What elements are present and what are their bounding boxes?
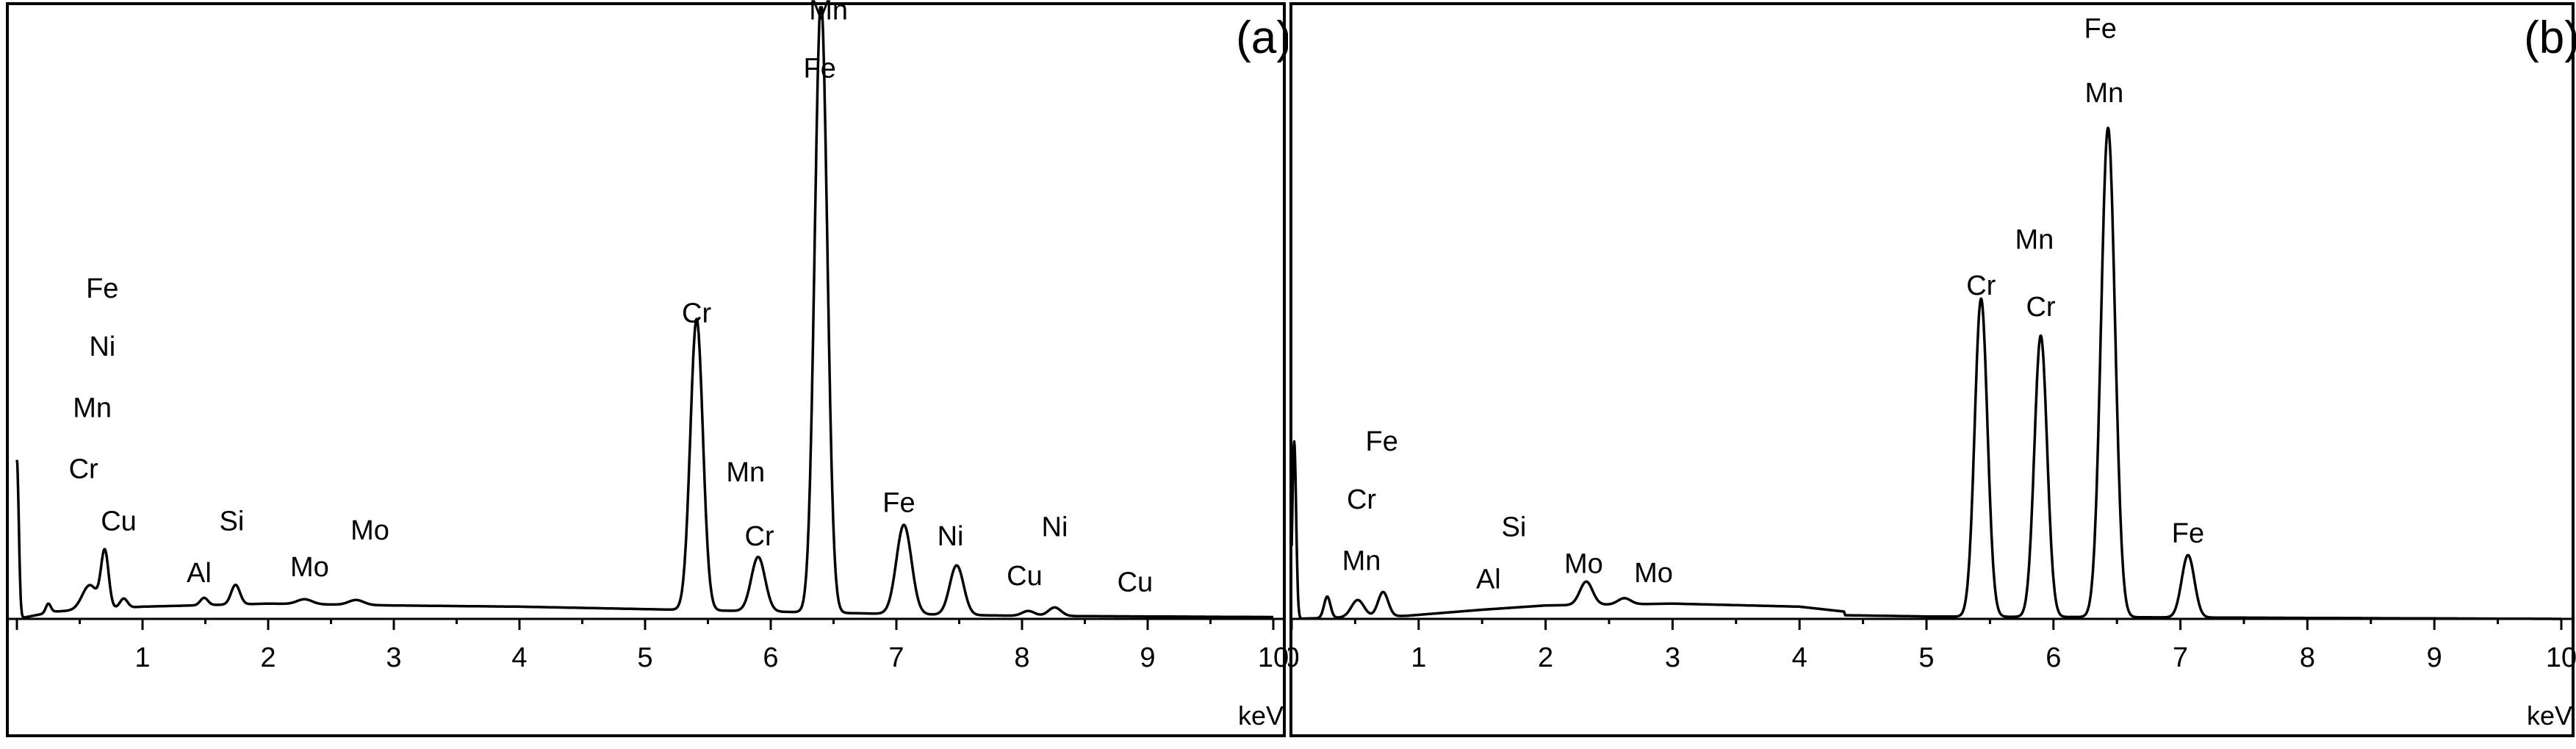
peak-label: Cr <box>682 298 711 329</box>
x-tick-label: 6 <box>763 642 778 673</box>
x-tick-label: 4 <box>511 642 527 673</box>
peak-label: Mn <box>2085 78 2124 109</box>
x-tick-label: 8 <box>2300 642 2315 673</box>
peak-label: Cr <box>745 521 774 552</box>
peak-label: Mo <box>350 515 389 546</box>
panel-label: (a) <box>1236 12 1288 63</box>
x-tick-label: 7 <box>888 642 904 673</box>
peak-label: Mo <box>290 552 329 583</box>
x-tick-label: 3 <box>386 642 401 673</box>
peak-label: Cu <box>101 506 137 537</box>
peak-label: Fe <box>2172 518 2204 549</box>
plot-frame <box>1289 2 2575 737</box>
peak-label: Cu <box>1007 561 1043 592</box>
peak-label: Al <box>187 558 212 589</box>
x-tick-label: 3 <box>1665 642 1680 673</box>
spectrum-series <box>1290 126 2563 620</box>
spectrum-panel-a: 1 2 3 4 5 6 7 8 9 10 keV (a) Mn Fe Fe Ni Mn Cr Cu Al Si Mo Mo C… <box>6 0 1288 737</box>
x-tick-label: 8 <box>1014 642 1029 673</box>
spectrum-series <box>15 6 1275 619</box>
peak-label: Si <box>220 506 245 537</box>
x-tick-label: 10 <box>2546 642 2576 673</box>
panel-label: (b) <box>2524 12 2576 63</box>
peak-label: Cr <box>1347 484 1376 515</box>
x-tick-label: 1 <box>134 642 150 673</box>
peak-label: Cr <box>69 454 98 485</box>
x-tick-label: 1 <box>1411 642 1426 673</box>
x-tick-label: 6 <box>2046 642 2061 673</box>
peak-label: Cr <box>2026 292 2055 323</box>
peak-label: Ni <box>938 521 964 552</box>
peak-label: Ni <box>1042 512 1068 543</box>
peak-label: Mn <box>726 457 765 488</box>
spectrum-panel-b: 0 1 2 3 4 5 6 7 8 9 10 keV (b) Fe Mn Mn Cr Cr Fe Cr Mn Al Si Mo… <box>1288 0 2576 749</box>
x-axis-label: keV <box>1238 700 1284 731</box>
x-tick-label: 10 <box>1258 642 1288 673</box>
peak-label: Fe <box>2084 14 2117 45</box>
x-tick-label: 9 <box>2427 642 2442 673</box>
peak-label: Mn <box>1342 545 1381 576</box>
peak-label: Fe <box>86 273 118 304</box>
peak-label: Mn <box>73 393 112 423</box>
x-tick-label: 2 <box>260 642 276 673</box>
x-tick-label: 5 <box>1918 642 1934 673</box>
peak-label: Mo <box>1634 558 1673 589</box>
x-tick-label: 5 <box>637 642 652 673</box>
peak-label: Cu <box>1118 567 1154 598</box>
peak-label: Si <box>1502 512 1527 543</box>
peak-label: Mn <box>2015 225 2054 256</box>
peak-label: Cr <box>1966 270 1996 301</box>
x-tick-label: 9 <box>1140 642 1155 673</box>
x-tick-label: 7 <box>2173 642 2188 673</box>
peak-label: Al <box>1476 564 1501 595</box>
x-axis-label: keV <box>2527 700 2572 731</box>
x-tick-label: 4 <box>1792 642 1807 673</box>
plot-frame <box>6 2 1286 737</box>
x-tick-label: 0 <box>1288 642 1300 673</box>
peak-label: Fe <box>882 487 915 518</box>
peak-label: Fe <box>804 54 836 85</box>
peak-label: Mo <box>1564 549 1603 580</box>
peak-label: Mn <box>809 0 848 26</box>
spectrum-chart-a: 1 2 3 4 5 6 7 8 9 10keV(a)MnFeFeNiMnCrCuAlSiMoMoC… <box>6 0 1288 737</box>
peak-label: Fe <box>1366 426 1398 457</box>
x-tick-label: 2 <box>1538 642 1553 673</box>
peak-label: Ni <box>89 332 115 362</box>
